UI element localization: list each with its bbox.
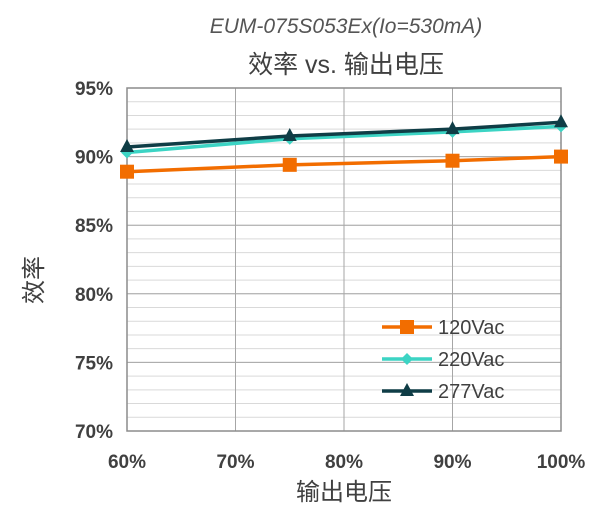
y-tick-label: 80%: [75, 285, 113, 306]
legend-item-120Vac: 120Vac: [382, 317, 504, 339]
legend-marker: [400, 383, 414, 396]
data-point: [282, 157, 297, 172]
x-tick-label: 60%: [108, 452, 146, 473]
y-tick-label: 85%: [75, 216, 113, 237]
data-point: [554, 149, 568, 164]
series-line: [126, 120, 562, 149]
legend-label: 277Vac: [438, 381, 504, 403]
legend-marker: [400, 320, 414, 334]
x-tick-label: 90%: [433, 452, 471, 473]
y-axis-label: 效率: [21, 256, 48, 304]
series-line: [126, 124, 562, 155]
legend-marker: [401, 353, 413, 365]
plot-border: [126, 87, 562, 432]
x-tick-label: 70%: [216, 452, 254, 473]
series-line: [126, 154, 562, 174]
y-tick-label: 90%: [75, 148, 113, 169]
data-point: [120, 164, 134, 179]
series-layer: [120, 114, 568, 179]
x-axis-label: 输出电压: [296, 479, 392, 506]
data-point: [445, 153, 460, 168]
legend-label: 120Vac: [438, 317, 504, 339]
data-point: [445, 121, 460, 135]
y-tick-label: 70%: [75, 422, 113, 443]
data-point: [554, 114, 568, 128]
legend-item-220Vac: 220Vac: [382, 349, 504, 371]
x-tick-label: 80%: [325, 452, 363, 473]
chart-subtitle: EUM-075S053Ex(Io=530mA): [210, 15, 483, 38]
x-axis-ticks: 60% 70% 80% 90% 100%: [108, 452, 585, 473]
y-tick-label: 75%: [75, 353, 113, 374]
series-277Vac: [120, 114, 568, 152]
data-point: [120, 138, 134, 152]
y-axis-ticks: 95% 90% 85% 80% 75% 70%: [75, 79, 113, 443]
legend: 120Vac 220Vac 277Vac: [382, 317, 504, 403]
x-tick-label: 100%: [537, 452, 586, 473]
chart-title: 效率 vs. 输出电压: [248, 51, 444, 79]
legend-item-277Vac: 277Vac: [382, 381, 504, 403]
y-tick-label: 95%: [75, 79, 113, 100]
data-point: [282, 128, 297, 142]
series-120Vac: [120, 149, 568, 179]
legend-label: 220Vac: [438, 349, 504, 371]
